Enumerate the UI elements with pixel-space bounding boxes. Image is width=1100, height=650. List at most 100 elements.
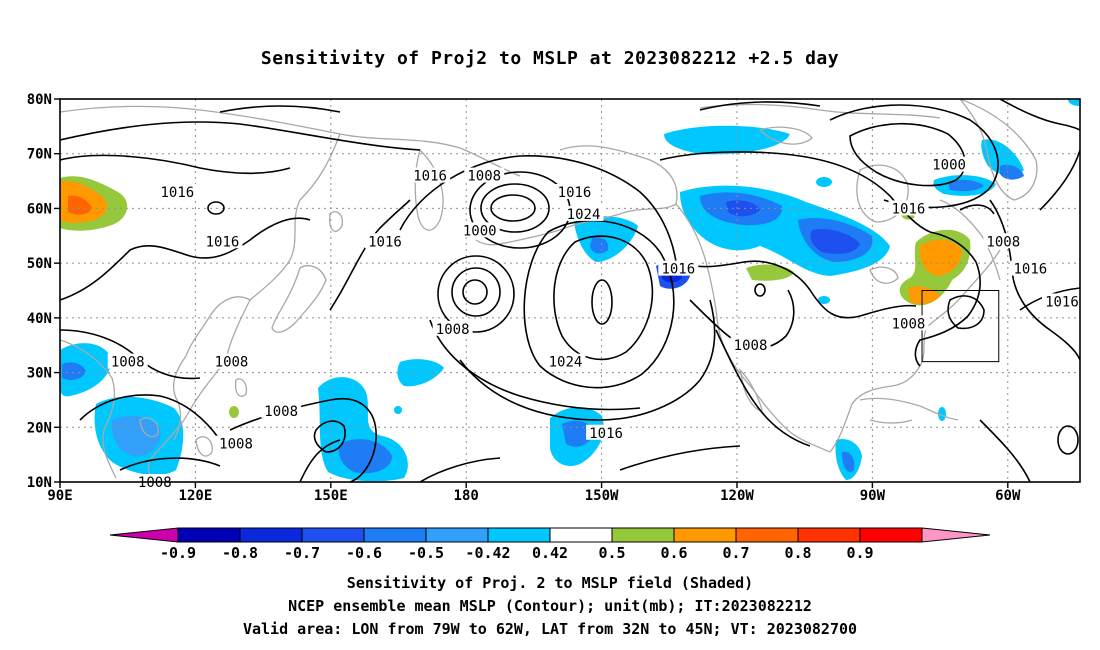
contour-label: 1016 — [661, 262, 695, 278]
contour-label-bg — [983, 233, 1024, 249]
contour-label-bg — [432, 320, 473, 336]
contour-label: 1016 — [558, 185, 592, 201]
contour-label-bg — [545, 353, 586, 369]
contour-label-bg — [888, 200, 929, 216]
colorbar-label: -0.6 — [346, 544, 382, 562]
contour-label-bg — [464, 167, 505, 183]
colorbar-label: -0.5 — [408, 544, 444, 562]
contour-label-bg — [658, 260, 699, 276]
contour-label-bg — [888, 315, 929, 331]
map-frame — [59, 98, 1081, 483]
colorbar-swatch — [363, 527, 427, 543]
colorbar-swatch — [797, 527, 861, 543]
colorbar-swatch — [859, 527, 923, 543]
colorbar-swatch — [301, 527, 365, 543]
contour-label-bg — [211, 353, 252, 369]
colorbar-label: -0.9 — [160, 544, 196, 562]
colorbar-swatch — [673, 527, 737, 543]
contour-label: 1024 — [549, 355, 583, 371]
contour-label: 1000 — [463, 223, 497, 239]
contour-label: 1016 — [1013, 262, 1047, 278]
colorbar-label: 0.7 — [722, 544, 749, 562]
colorbar-swatch — [487, 527, 551, 543]
colorbar-label: -0.42 — [465, 544, 510, 562]
contour-label: 1016 — [160, 185, 194, 201]
lat-tick-label: 30N — [27, 366, 52, 382]
lat-tick-label: 20N — [27, 420, 52, 436]
lat-tick-label: 80N — [27, 92, 52, 108]
colorbar-label: -0.7 — [284, 544, 320, 562]
contour-label-bg — [261, 402, 302, 418]
caption-shading: Sensitivity of Proj. 2 to MSLP field (Sh… — [346, 574, 754, 592]
contour-label: 1024 — [567, 207, 601, 223]
colorbar-label: 0.5 — [598, 544, 625, 562]
lon-tick-label: 150E — [314, 488, 348, 504]
lon-tick-label: 180 — [454, 488, 479, 504]
lat-tick-label: 70N — [27, 147, 52, 163]
lat-tick-label: 10N — [27, 475, 52, 491]
contour-label-bg — [157, 184, 198, 200]
contour-label: 1008 — [467, 169, 501, 185]
contour-label-bg — [364, 233, 405, 249]
contour-label-bg — [586, 424, 627, 440]
colorbar-label: 0.9 — [846, 544, 873, 562]
contour-label-bg — [410, 167, 451, 183]
colorbar-swatch — [425, 527, 489, 543]
colorbar-swatch — [735, 527, 799, 543]
caption-contour: NCEP ensemble mean MSLP (Contour); unit(… — [288, 597, 812, 615]
colorbar-swatch — [177, 527, 241, 543]
colorbar-swatch — [549, 527, 613, 543]
lon-tick-label: 90E — [47, 488, 72, 504]
contour-label: 1008 — [436, 322, 470, 338]
contour-label: 1016 — [206, 234, 240, 250]
colorbar-swatch — [611, 527, 675, 543]
contour-labels: 1016 1016 1016 1016 1008 1000 1016 1024 1008 1024… — [107, 156, 1082, 491]
contour-label: 1008 — [215, 355, 249, 371]
lon-tick-label: 60W — [995, 488, 1021, 504]
lon-tick-label: 90W — [860, 488, 886, 504]
colorbar-label: 0.42 — [532, 544, 568, 562]
colorbar-swatch — [239, 527, 303, 543]
colorbar-label: -0.8 — [222, 544, 258, 562]
contour-label: 1016 — [368, 234, 402, 250]
contour-label-bg — [107, 353, 148, 369]
contour-label-bg — [1010, 260, 1051, 276]
colorbar-end-right — [921, 527, 991, 543]
contour-label-bg — [563, 205, 604, 221]
map-title: Sensitivity of Proj2 to MSLP at 20230822… — [260, 48, 840, 69]
contour-label: 1008 — [111, 355, 145, 371]
contour-label: 1000 — [932, 158, 966, 174]
isobar-contours — [60, 99, 1080, 482]
contour-label-bg — [1041, 293, 1082, 309]
contour-label-bg — [929, 156, 970, 172]
contour-label: 1008 — [986, 234, 1020, 250]
contour-label: 1016 — [892, 201, 926, 217]
contour-label: 1008 — [892, 316, 926, 332]
colorbar-end-left — [109, 527, 179, 543]
contour-label-bg — [459, 222, 500, 238]
contour-label: 1016 — [1045, 294, 1079, 310]
contour-label: 1008 — [138, 475, 172, 491]
colorbar-label: 0.8 — [784, 544, 811, 562]
lat-tick-label: 60N — [27, 201, 52, 217]
contour-label: 1016 — [413, 169, 447, 185]
lat-tick-label: 40N — [27, 311, 52, 327]
contour-label-bg — [554, 184, 595, 200]
contour-label: 1008 — [264, 404, 298, 420]
colorbar-label: 0.6 — [660, 544, 687, 562]
contour-label: 1008 — [219, 437, 253, 453]
lon-tick-label: 120E — [179, 488, 213, 504]
contour-label-bg — [202, 233, 243, 249]
contour-label: 1016 — [589, 426, 623, 442]
contour-label: 1008 — [734, 338, 768, 354]
lon-tick-label: 150W — [585, 488, 619, 504]
colorbar: -0.9 -0.8 -0.7 -0.6 -0.5 -0.42 0.42 0.5 0.6 0.7 0.… — [109, 527, 991, 562]
lon-tick-label: 120W — [720, 488, 754, 504]
coastlines — [60, 99, 1038, 482]
lat-tick-label: 50N — [27, 256, 52, 272]
contour-label-bg — [730, 337, 771, 353]
contour-label-bg — [216, 435, 257, 451]
caption-valid-area: Valid area: LON from 79W to 62W, LAT fro… — [242, 620, 858, 638]
